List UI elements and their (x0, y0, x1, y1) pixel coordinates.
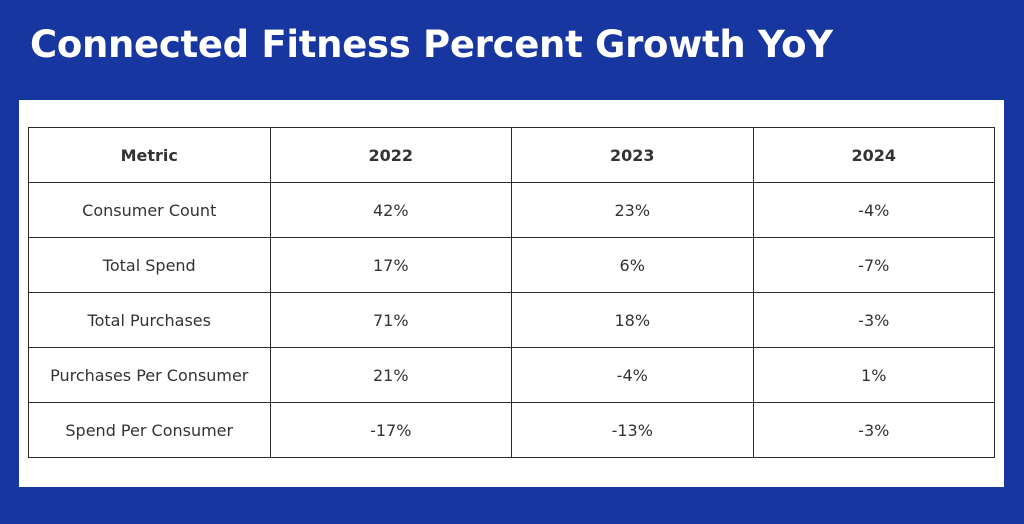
value-cell-2024: -3% (752, 402, 995, 458)
table-panel: Metric 2022 2023 2024 Consumer Count 42%… (19, 100, 1004, 487)
table-row: Total Purchases 71% 18% -3% (28, 292, 995, 348)
value-cell-2023: 6% (511, 237, 754, 293)
table-row: Spend Per Consumer -17% -13% -3% (28, 402, 995, 458)
value-cell-2024: -7% (752, 237, 995, 293)
value-cell-2022: 42% (269, 182, 512, 238)
value-cell-2022: 21% (269, 347, 512, 403)
value-cell-2024: -3% (752, 292, 995, 348)
metric-cell: Total Purchases (28, 292, 271, 348)
metric-cell: Purchases Per Consumer (28, 347, 271, 403)
value-cell-2024: 1% (752, 347, 995, 403)
table-row: Consumer Count 42% 23% -4% (28, 182, 995, 238)
growth-table: Metric 2022 2023 2024 Consumer Count 42%… (28, 127, 995, 458)
table-row: Purchases Per Consumer 21% -4% 1% (28, 347, 995, 403)
header-2022: 2022 (269, 127, 512, 183)
value-cell-2023: -13% (511, 402, 754, 458)
metric-cell: Spend Per Consumer (28, 402, 271, 458)
value-cell-2022: -17% (269, 402, 512, 458)
metric-cell: Total Spend (28, 237, 271, 293)
metric-cell: Consumer Count (28, 182, 271, 238)
value-cell-2023: -4% (511, 347, 754, 403)
value-cell-2023: 23% (511, 182, 754, 238)
value-cell-2024: -4% (752, 182, 995, 238)
header-metric: Metric (28, 127, 271, 183)
table-header-row: Metric 2022 2023 2024 (28, 127, 995, 183)
table-row: Total Spend 17% 6% -7% (28, 237, 995, 293)
page-title: Connected Fitness Percent Growth YoY (30, 23, 833, 66)
value-cell-2022: 71% (269, 292, 512, 348)
header-2024: 2024 (752, 127, 995, 183)
value-cell-2022: 17% (269, 237, 512, 293)
header-2023: 2023 (511, 127, 754, 183)
value-cell-2023: 18% (511, 292, 754, 348)
